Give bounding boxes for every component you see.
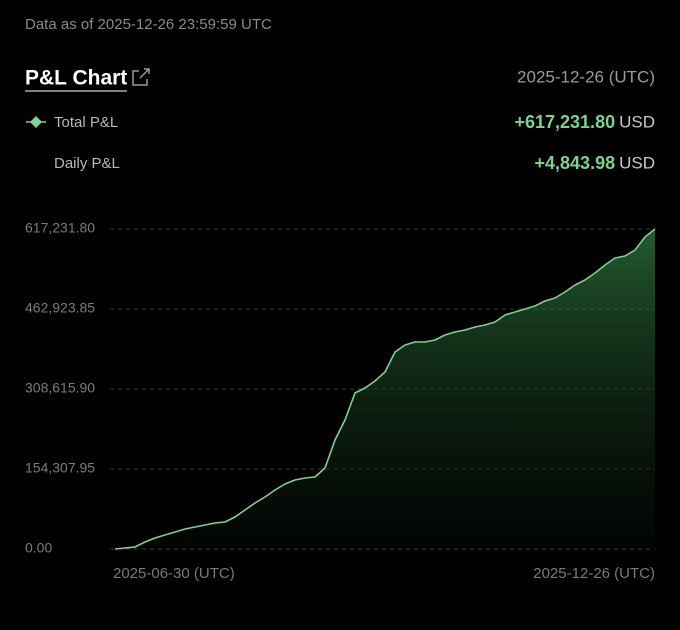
y-tick-label: 0.00	[25, 540, 52, 556]
total-unit: USD	[619, 112, 655, 131]
legend-marker	[30, 116, 42, 128]
y-tick-label: 154,307.95	[25, 460, 95, 476]
data-timestamp: Data as of 2025-12-26 23:59:59 UTC	[25, 16, 272, 33]
daily-label: Daily P&L	[54, 155, 120, 172]
area-fill	[115, 229, 655, 549]
y-tick-label: 308,615.90	[25, 380, 95, 396]
x-tick-label: 2025-12-26 (UTC)	[533, 565, 655, 582]
total-value: +617,231.80	[514, 112, 615, 132]
date-label: 2025-12-26 (UTC)	[517, 67, 655, 86]
legend-label: Total P&L	[54, 114, 118, 131]
y-tick-label: 462,923.85	[25, 300, 95, 316]
daily-value: +4,843.98	[535, 153, 616, 173]
daily-unit: USD	[619, 153, 655, 172]
chart-title: P&L Chart	[25, 67, 127, 90]
pnl-line	[114, 228, 656, 550]
x-tick-label: 2025-06-30 (UTC)	[113, 565, 235, 582]
plot: 0.00 154,307.95 308,615.90 462,923.85 617,23…	[25, 220, 656, 582]
y-tick-label: 617,231.80	[25, 220, 95, 236]
external-link-icon[interactable]	[132, 68, 150, 86]
